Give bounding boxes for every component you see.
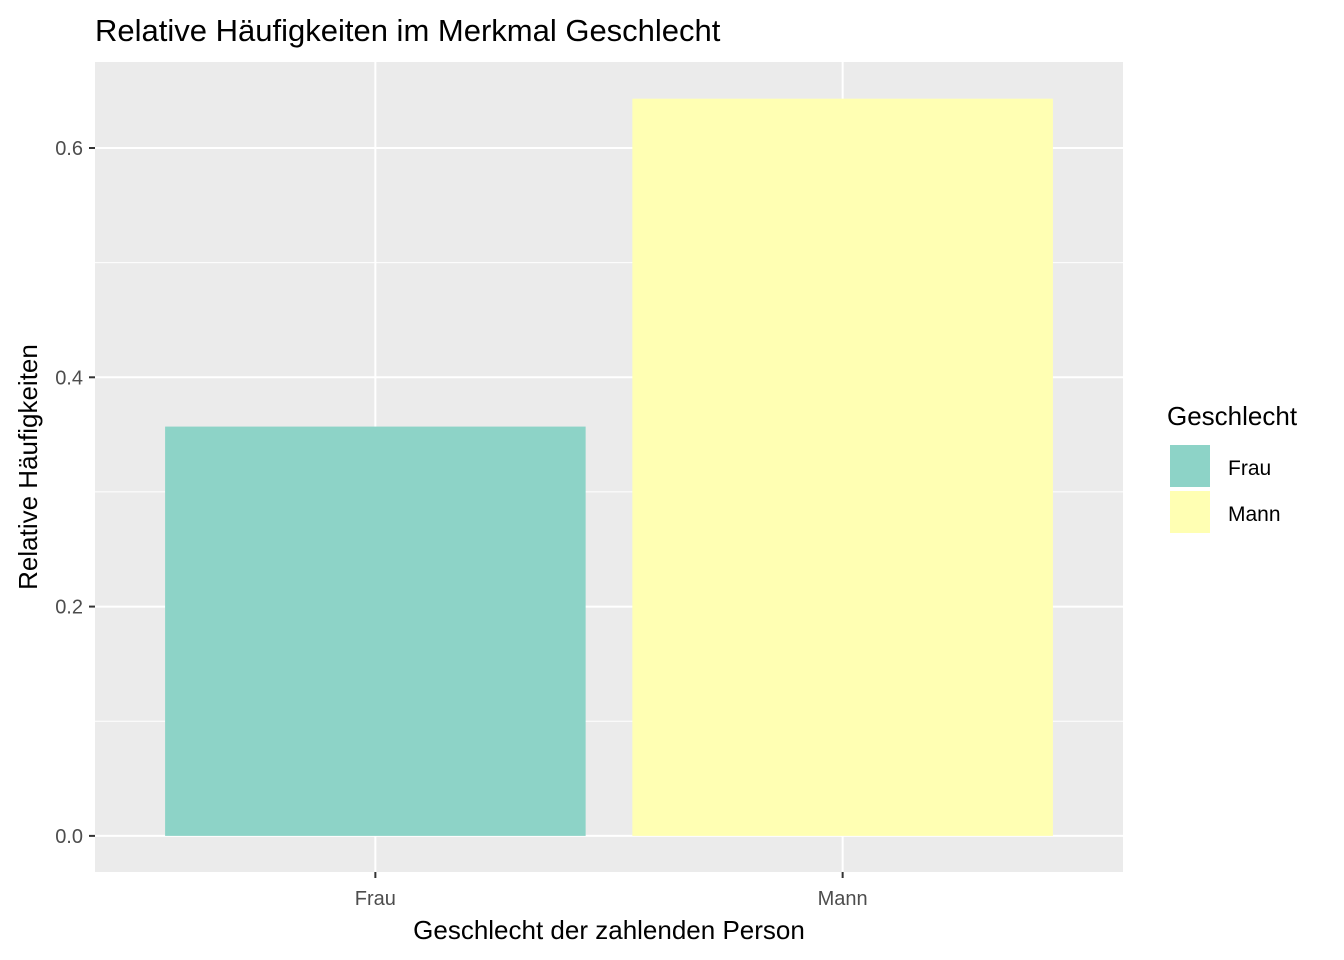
bar-frau xyxy=(165,426,586,836)
legend-label: Frau xyxy=(1228,457,1271,480)
y-tick-label: 0.0 xyxy=(55,826,83,848)
y-tick-label: 0.2 xyxy=(55,597,83,619)
legend-title: Geschlecht xyxy=(1167,401,1298,431)
chart-title: Relative Häufigkeiten im Merkmal Geschle… xyxy=(95,13,721,48)
y-axis-title: Relative Häufigkeiten xyxy=(13,344,43,590)
legend-key-mann xyxy=(1168,489,1212,535)
y-tick-label: 0.4 xyxy=(55,367,83,389)
legend-label: Mann xyxy=(1228,503,1281,526)
x-tick-label: Frau xyxy=(355,888,396,910)
x-axis-ticks: Frau Mann xyxy=(355,872,868,910)
y-axis-ticks: 0.0 0.2 0.4 0.6 xyxy=(55,138,95,848)
x-tick-label: Mann xyxy=(818,888,868,910)
legend: Geschlecht Frau Mann xyxy=(1167,401,1298,535)
y-tick-label: 0.6 xyxy=(55,138,83,160)
x-axis-title: Geschlecht der zahlenden Person xyxy=(413,915,805,945)
legend-key-frau xyxy=(1168,443,1212,489)
bar-mann xyxy=(632,98,1053,836)
bars xyxy=(165,98,1053,836)
legend-items: Frau Mann xyxy=(1168,443,1281,535)
